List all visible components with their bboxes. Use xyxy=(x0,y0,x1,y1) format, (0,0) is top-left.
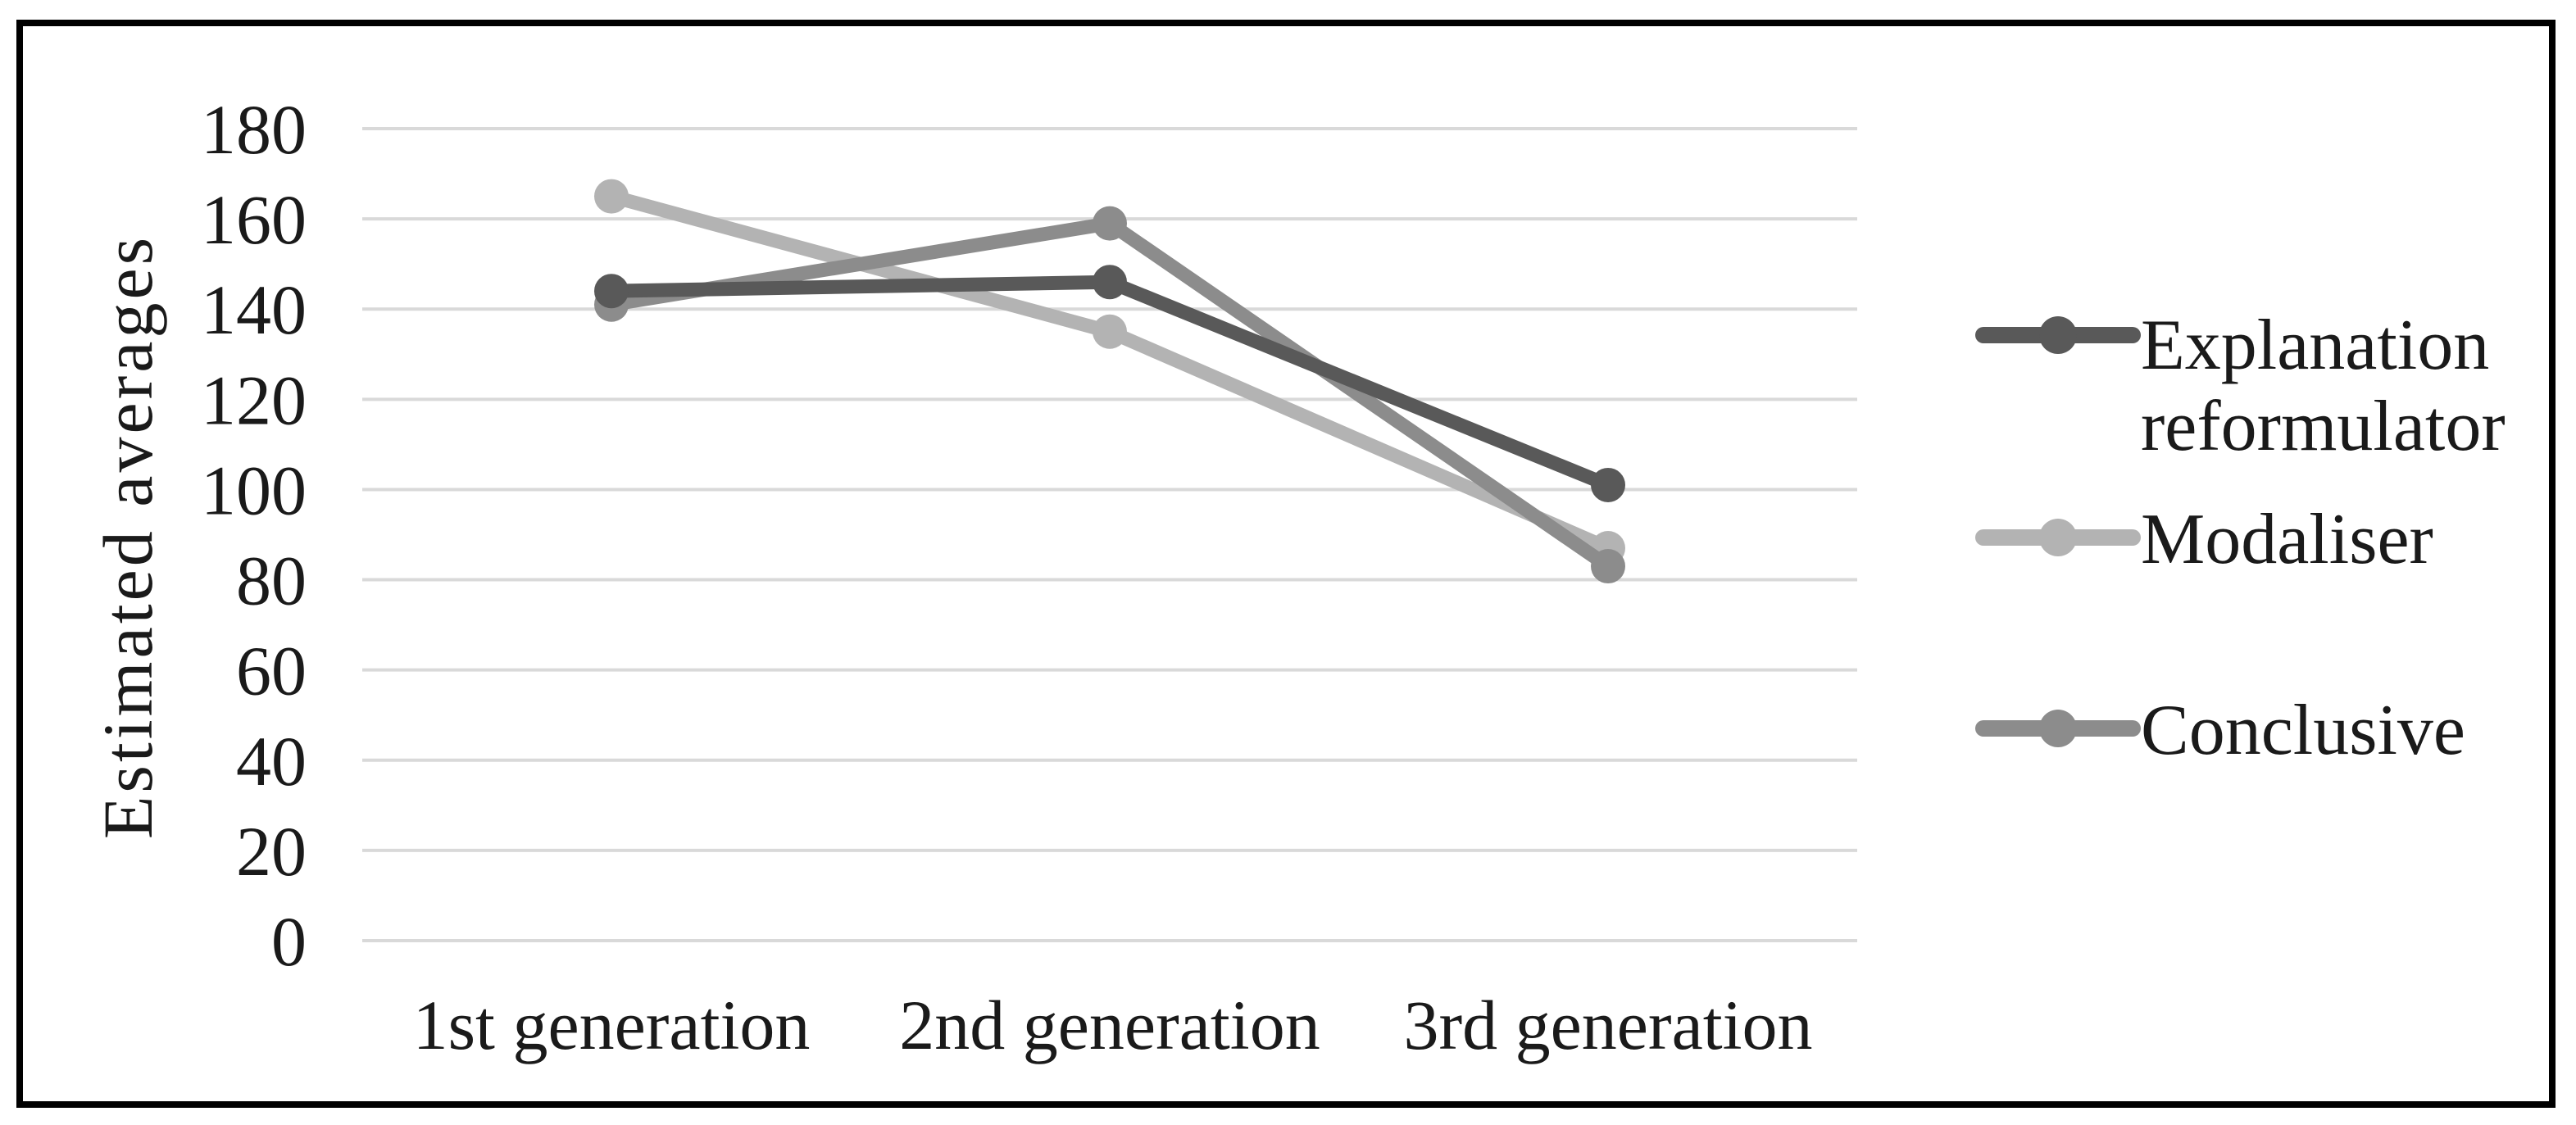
data-point-marker xyxy=(1093,265,1127,300)
legend-marker-icon xyxy=(2039,710,2077,747)
legend-item: Explanation reformulator xyxy=(1975,306,2506,466)
y-tick-label: 20 xyxy=(236,812,307,891)
x-tick-label: 2nd generation xyxy=(899,986,1320,1064)
data-point-marker xyxy=(1093,314,1127,349)
legend-label: Explanation reformulator xyxy=(2141,306,2506,466)
series-1 xyxy=(594,179,1625,566)
x-tick-label: 3rd generation xyxy=(1403,986,1812,1064)
y-tick-label: 0 xyxy=(271,902,307,981)
y-tick-label: 100 xyxy=(201,451,307,529)
data-point-marker xyxy=(1591,549,1625,584)
y-tick-label: 120 xyxy=(201,361,307,439)
data-point-marker xyxy=(1591,467,1625,502)
legend-marker-icon xyxy=(2039,519,2077,556)
data-point-marker xyxy=(594,274,629,309)
legend-item: Modaliser xyxy=(1975,500,2433,579)
y-axis-title: Estimated averages xyxy=(89,234,167,839)
y-tick-label: 40 xyxy=(236,722,307,801)
legend-label: Conclusive xyxy=(2141,691,2465,770)
x-axis-tick-labels: 1st generation 2nd generation 3rd generati… xyxy=(413,986,1813,1064)
y-tick-label: 60 xyxy=(236,632,307,710)
y-axis-tick-labels: 0 20 40 60 80 100 120 140 160 180 xyxy=(201,90,307,981)
series-0 xyxy=(594,265,1625,502)
y-tick-label: 160 xyxy=(201,180,307,259)
legend-marker-icon xyxy=(2039,316,2077,354)
legend-label: Modaliser xyxy=(2141,500,2433,579)
chart-frame-border xyxy=(16,20,2556,1108)
x-tick-label: 1st generation xyxy=(413,986,811,1064)
data-point-marker xyxy=(1093,206,1127,241)
y-tick-label: 140 xyxy=(201,270,307,349)
y-tick-label: 80 xyxy=(236,542,307,620)
data-point-marker xyxy=(594,179,629,214)
legend-item: Conclusive xyxy=(1975,691,2465,770)
y-tick-label: 180 xyxy=(201,90,307,169)
legend: Explanation reformulator Modaliser Conclusi… xyxy=(1975,306,2506,770)
plot-series xyxy=(594,179,1625,584)
